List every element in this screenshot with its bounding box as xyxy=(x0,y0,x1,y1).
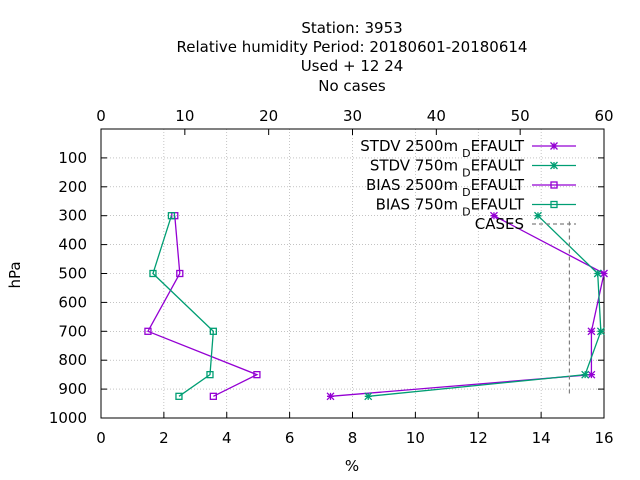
legend-label-suffix: EFAULT xyxy=(471,176,525,194)
x-top-tick-label: 40 xyxy=(427,107,446,125)
data-point xyxy=(206,370,214,379)
legend-marker xyxy=(550,142,558,150)
series-line xyxy=(152,215,215,397)
legend-label-sub: D xyxy=(462,167,470,180)
data-point xyxy=(209,392,217,400)
series-stdv-750m xyxy=(364,211,605,401)
legend-marker xyxy=(550,161,558,170)
x-axis-label: % xyxy=(345,457,359,475)
data-point xyxy=(209,327,217,335)
data-point xyxy=(149,269,157,278)
legend-label: STDV 750m DEFAULT xyxy=(370,157,525,180)
legend-label: CASES xyxy=(475,215,524,233)
x-bottom-tick-label: 14 xyxy=(532,429,551,447)
legend-label-name: BIAS 2500m xyxy=(366,176,458,194)
x-top-tick-label: 0 xyxy=(96,107,106,125)
data-point xyxy=(587,370,596,379)
data-point xyxy=(534,211,542,220)
legend-label-sub: D xyxy=(462,206,470,219)
legend-label: BIAS 750m DEFAULT xyxy=(376,196,525,219)
y-tick-label: 100 xyxy=(58,149,87,167)
data-point xyxy=(175,392,183,400)
x-bottom-tick-label: 0 xyxy=(96,429,106,447)
y-tick-label: 900 xyxy=(58,380,87,398)
grid xyxy=(101,129,604,418)
x-top-tick-label: 10 xyxy=(175,107,194,125)
legend-label-name: STDV 750m xyxy=(370,157,458,175)
series-bias-2500m xyxy=(144,212,261,400)
legend-label: BIAS 2500m DEFAULT xyxy=(366,176,525,199)
data-point xyxy=(326,392,335,401)
x-bottom-tick-label: 12 xyxy=(469,429,488,447)
legend-label-sub: D xyxy=(462,186,470,199)
x-bottom-tick-label: 2 xyxy=(159,429,169,447)
series-line xyxy=(368,215,602,397)
legend-label-suffix: EFAULT xyxy=(471,137,525,155)
data-point xyxy=(587,327,596,336)
title-line-cases: No cases xyxy=(318,77,386,95)
legend-label-suffix: EFAULT xyxy=(471,157,525,175)
legend-label: STDV 2500m DEFAULT xyxy=(360,137,525,160)
series-stdv-2500m xyxy=(326,211,608,401)
x-top-tick-label: 60 xyxy=(594,107,613,125)
data-point xyxy=(144,327,152,335)
legend-label-suffix: EFAULT xyxy=(471,196,525,214)
x-bottom-tick-label: 4 xyxy=(222,429,232,447)
data-point xyxy=(593,269,602,278)
legend-marker xyxy=(550,181,558,189)
x-bottom-tick-label: 8 xyxy=(348,429,358,447)
data-point xyxy=(600,269,608,278)
y-tick-label: 1000 xyxy=(49,409,87,427)
title-line-station: Station: 3953 xyxy=(301,19,402,37)
legend-label-name: STDV 2500m xyxy=(360,137,458,155)
y-tick-label: 500 xyxy=(58,265,87,283)
legend-marker xyxy=(550,200,558,209)
x-top-tick-label: 20 xyxy=(259,107,278,125)
legend-label-name: BIAS 750m xyxy=(376,196,459,214)
x-top-tick-label: 30 xyxy=(343,107,362,125)
y-tick-label: 200 xyxy=(58,178,87,196)
y-tick-label: 300 xyxy=(58,207,87,225)
title-line-variable: Relative humidity Period: 20180601-20180… xyxy=(177,38,528,56)
data-point xyxy=(167,212,176,220)
series-line xyxy=(330,215,605,397)
tick-labels: 0 2 4 6 8 10 12 14 16 0 10 20 30 40 50 60 100 200 300 400 50… xyxy=(49,107,614,447)
y-tick-label: 700 xyxy=(58,322,87,340)
series-bias-750m xyxy=(149,212,217,400)
x-bottom-tick-label: 6 xyxy=(285,429,295,447)
y-tick-label: 600 xyxy=(58,293,87,311)
data-point xyxy=(253,370,261,379)
y-axis-label: hPa xyxy=(6,261,24,288)
legend-label-sub: D xyxy=(462,147,470,160)
legend-label-name: CASES xyxy=(475,215,524,233)
y-tick-label: 800 xyxy=(58,351,87,369)
data-point xyxy=(490,211,498,220)
x-top-tick-label: 50 xyxy=(511,107,530,125)
data-point xyxy=(596,327,605,336)
title-line-used: Used + 12 24 xyxy=(301,57,404,75)
x-bottom-tick-label: 10 xyxy=(406,429,425,447)
series-line xyxy=(147,215,259,397)
data-point xyxy=(176,269,184,278)
x-bottom-tick-label: 16 xyxy=(594,429,613,447)
data-series xyxy=(144,211,608,401)
chart-title: Station: 3953 Relative humidity Period: … xyxy=(177,19,528,95)
data-point xyxy=(581,370,590,379)
y-tick-label: 400 xyxy=(58,236,87,254)
data-point xyxy=(364,392,373,401)
